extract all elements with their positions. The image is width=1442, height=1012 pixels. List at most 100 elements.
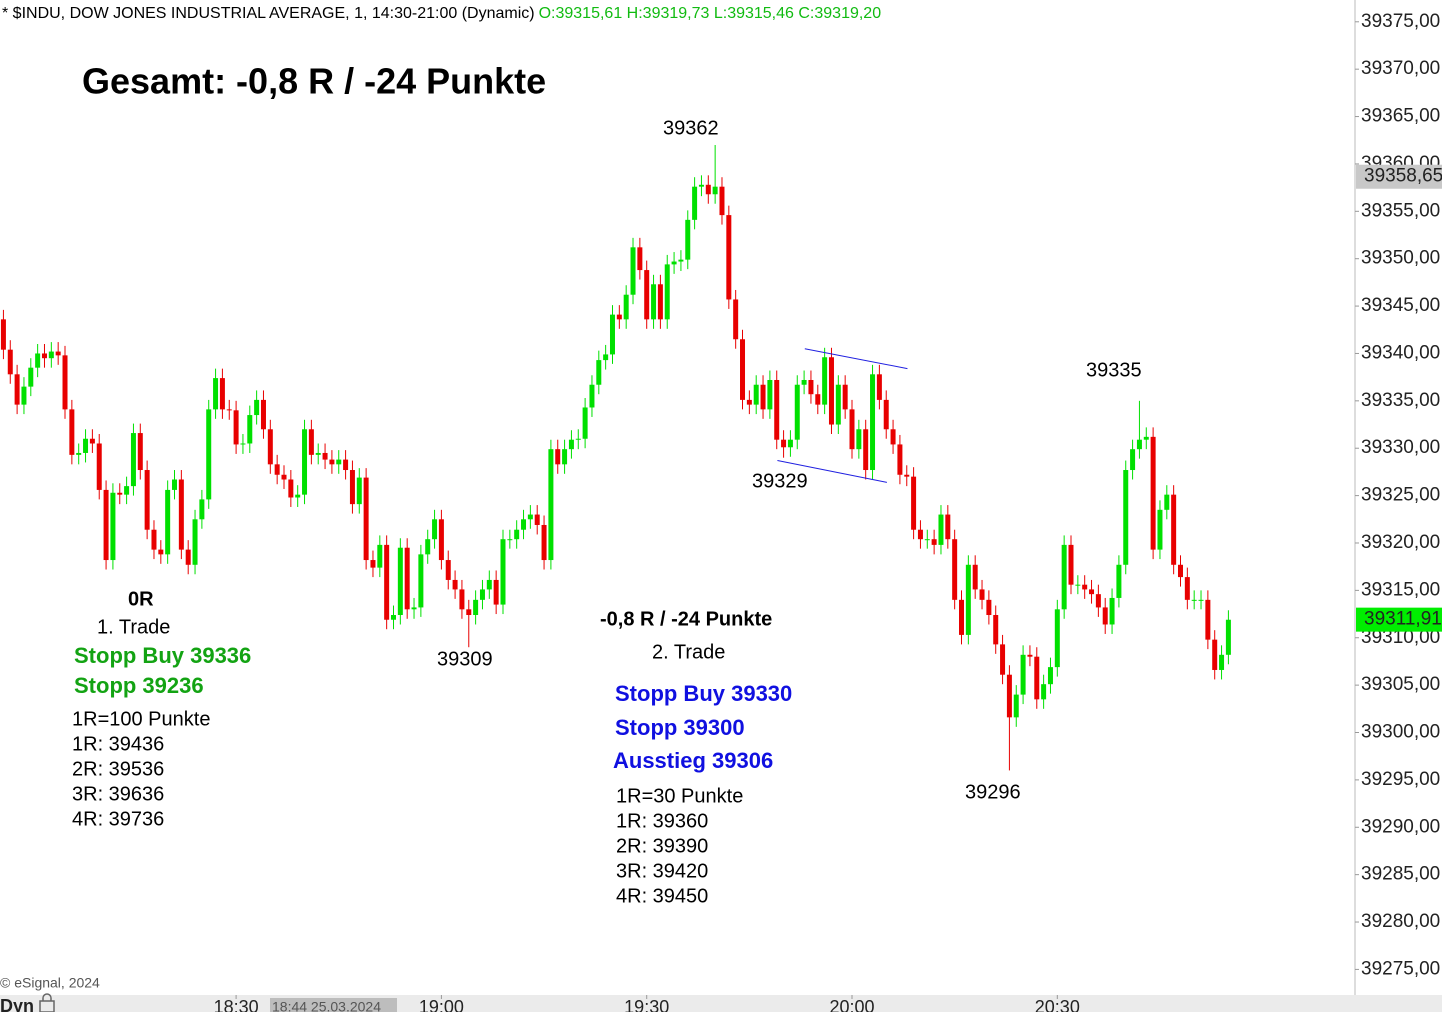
annotation: 1R: 39436	[72, 733, 164, 755]
annotation: Stopp Buy 39336	[74, 643, 251, 668]
candle-body	[637, 247, 643, 271]
candle-body	[144, 470, 150, 530]
candle-body	[1225, 619, 1231, 655]
y-tick-label: 39370,00	[1361, 58, 1440, 79]
candle-body	[801, 379, 807, 385]
candle-body	[603, 354, 609, 361]
candle-body	[336, 459, 342, 465]
candle-body	[295, 494, 301, 498]
annotation: 0R	[128, 588, 154, 610]
candle-body	[7, 349, 13, 375]
candle-body	[1177, 564, 1183, 578]
candle-body	[76, 452, 82, 455]
annotation: 4R: 39450	[616, 885, 708, 907]
candle-body	[185, 549, 191, 565]
candle-body	[815, 394, 821, 405]
candle-body	[609, 314, 615, 355]
candle-body	[917, 529, 923, 540]
candle-body	[856, 429, 862, 450]
annotation: Stopp 39236	[74, 673, 204, 698]
candle-body	[1130, 449, 1136, 471]
candle-body	[411, 607, 417, 610]
candle-body	[254, 399, 260, 416]
y-tick-label: 39365,00	[1361, 106, 1440, 127]
annotation: 3R: 39420	[616, 860, 708, 882]
candle-body	[62, 355, 68, 410]
candle-body	[288, 479, 294, 498]
annotation: 2R: 39390	[616, 835, 708, 857]
annotation: 39329	[752, 470, 808, 492]
candle-body	[0, 319, 6, 350]
candle-body	[21, 386, 27, 405]
candle-body	[890, 429, 896, 445]
y-tick-label: 39275,00	[1361, 958, 1440, 979]
y-tick-label: 39350,00	[1361, 248, 1440, 269]
price-marker	[1356, 607, 1442, 632]
y-tick-label: 39335,00	[1361, 390, 1440, 411]
candle-body	[555, 449, 561, 465]
candle-body	[425, 539, 431, 555]
candle-body	[575, 438, 581, 440]
candle-body	[705, 184, 711, 195]
candle-body	[206, 409, 212, 500]
candle-body	[808, 379, 814, 395]
annotation: 1R=100 Punkte	[72, 708, 210, 730]
candle-body	[1198, 599, 1204, 601]
cursor-label: 18:44 25.03.2024	[272, 999, 381, 1012]
candle-body	[260, 399, 266, 430]
y-tick-label: 39320,00	[1361, 532, 1440, 553]
candle-body	[787, 439, 793, 448]
candle-body	[55, 351, 61, 356]
lock-icon	[39, 993, 55, 1012]
candle-body	[404, 547, 410, 610]
annotation: 39296	[965, 781, 1021, 803]
candle-body	[685, 219, 691, 260]
candle-body	[870, 374, 876, 471]
candle-body	[1205, 599, 1211, 640]
x-tick-label: 19:00	[419, 997, 464, 1012]
y-tick-label: 39315,00	[1361, 579, 1440, 600]
candle-body	[1068, 544, 1074, 585]
y-axis: 39275,00 39280,00 39285,00 39290,00 39295,00…	[1355, 11, 1442, 979]
candle-body	[794, 384, 800, 440]
candle-body	[130, 433, 136, 487]
candle-body	[1027, 654, 1033, 657]
candle-body	[753, 384, 759, 405]
y-axis-panel	[1355, 0, 1442, 1012]
candle-body	[562, 449, 568, 465]
candle-body	[1047, 667, 1053, 685]
candle-body	[1116, 564, 1122, 598]
candle-body	[657, 284, 663, 320]
annotation: Stopp 39300	[615, 715, 745, 740]
candle-body	[308, 429, 314, 455]
annotation: 39335	[1086, 359, 1142, 381]
candle-body	[459, 589, 465, 610]
candle-body	[267, 429, 273, 465]
y-tick-label: 39280,00	[1361, 911, 1440, 932]
candle-body	[486, 579, 492, 590]
candle-body	[828, 357, 834, 425]
candle-body	[1054, 609, 1060, 668]
candle-body	[1095, 594, 1101, 608]
candle-body	[35, 353, 41, 368]
trend-line	[777, 460, 888, 483]
candle-body	[719, 186, 725, 216]
candle-body	[432, 519, 438, 540]
candle-body	[548, 449, 554, 561]
y-tick-label: 39305,00	[1361, 674, 1440, 695]
candle-body	[746, 399, 752, 405]
candle-body	[213, 378, 219, 410]
annotation: 3R: 39636	[72, 783, 164, 805]
candle-body	[390, 615, 396, 620]
candle-body	[883, 399, 889, 430]
candle-body	[1109, 597, 1115, 625]
candle-body	[582, 407, 588, 439]
y-tick-label: 39345,00	[1361, 295, 1440, 316]
candle-body	[972, 564, 978, 590]
candle-body	[172, 479, 178, 490]
candle-body	[767, 379, 773, 410]
candle-body	[1102, 607, 1108, 625]
cursor-box	[270, 998, 397, 1012]
candle-body	[384, 544, 390, 620]
annotation: 2R: 39536	[72, 758, 164, 780]
